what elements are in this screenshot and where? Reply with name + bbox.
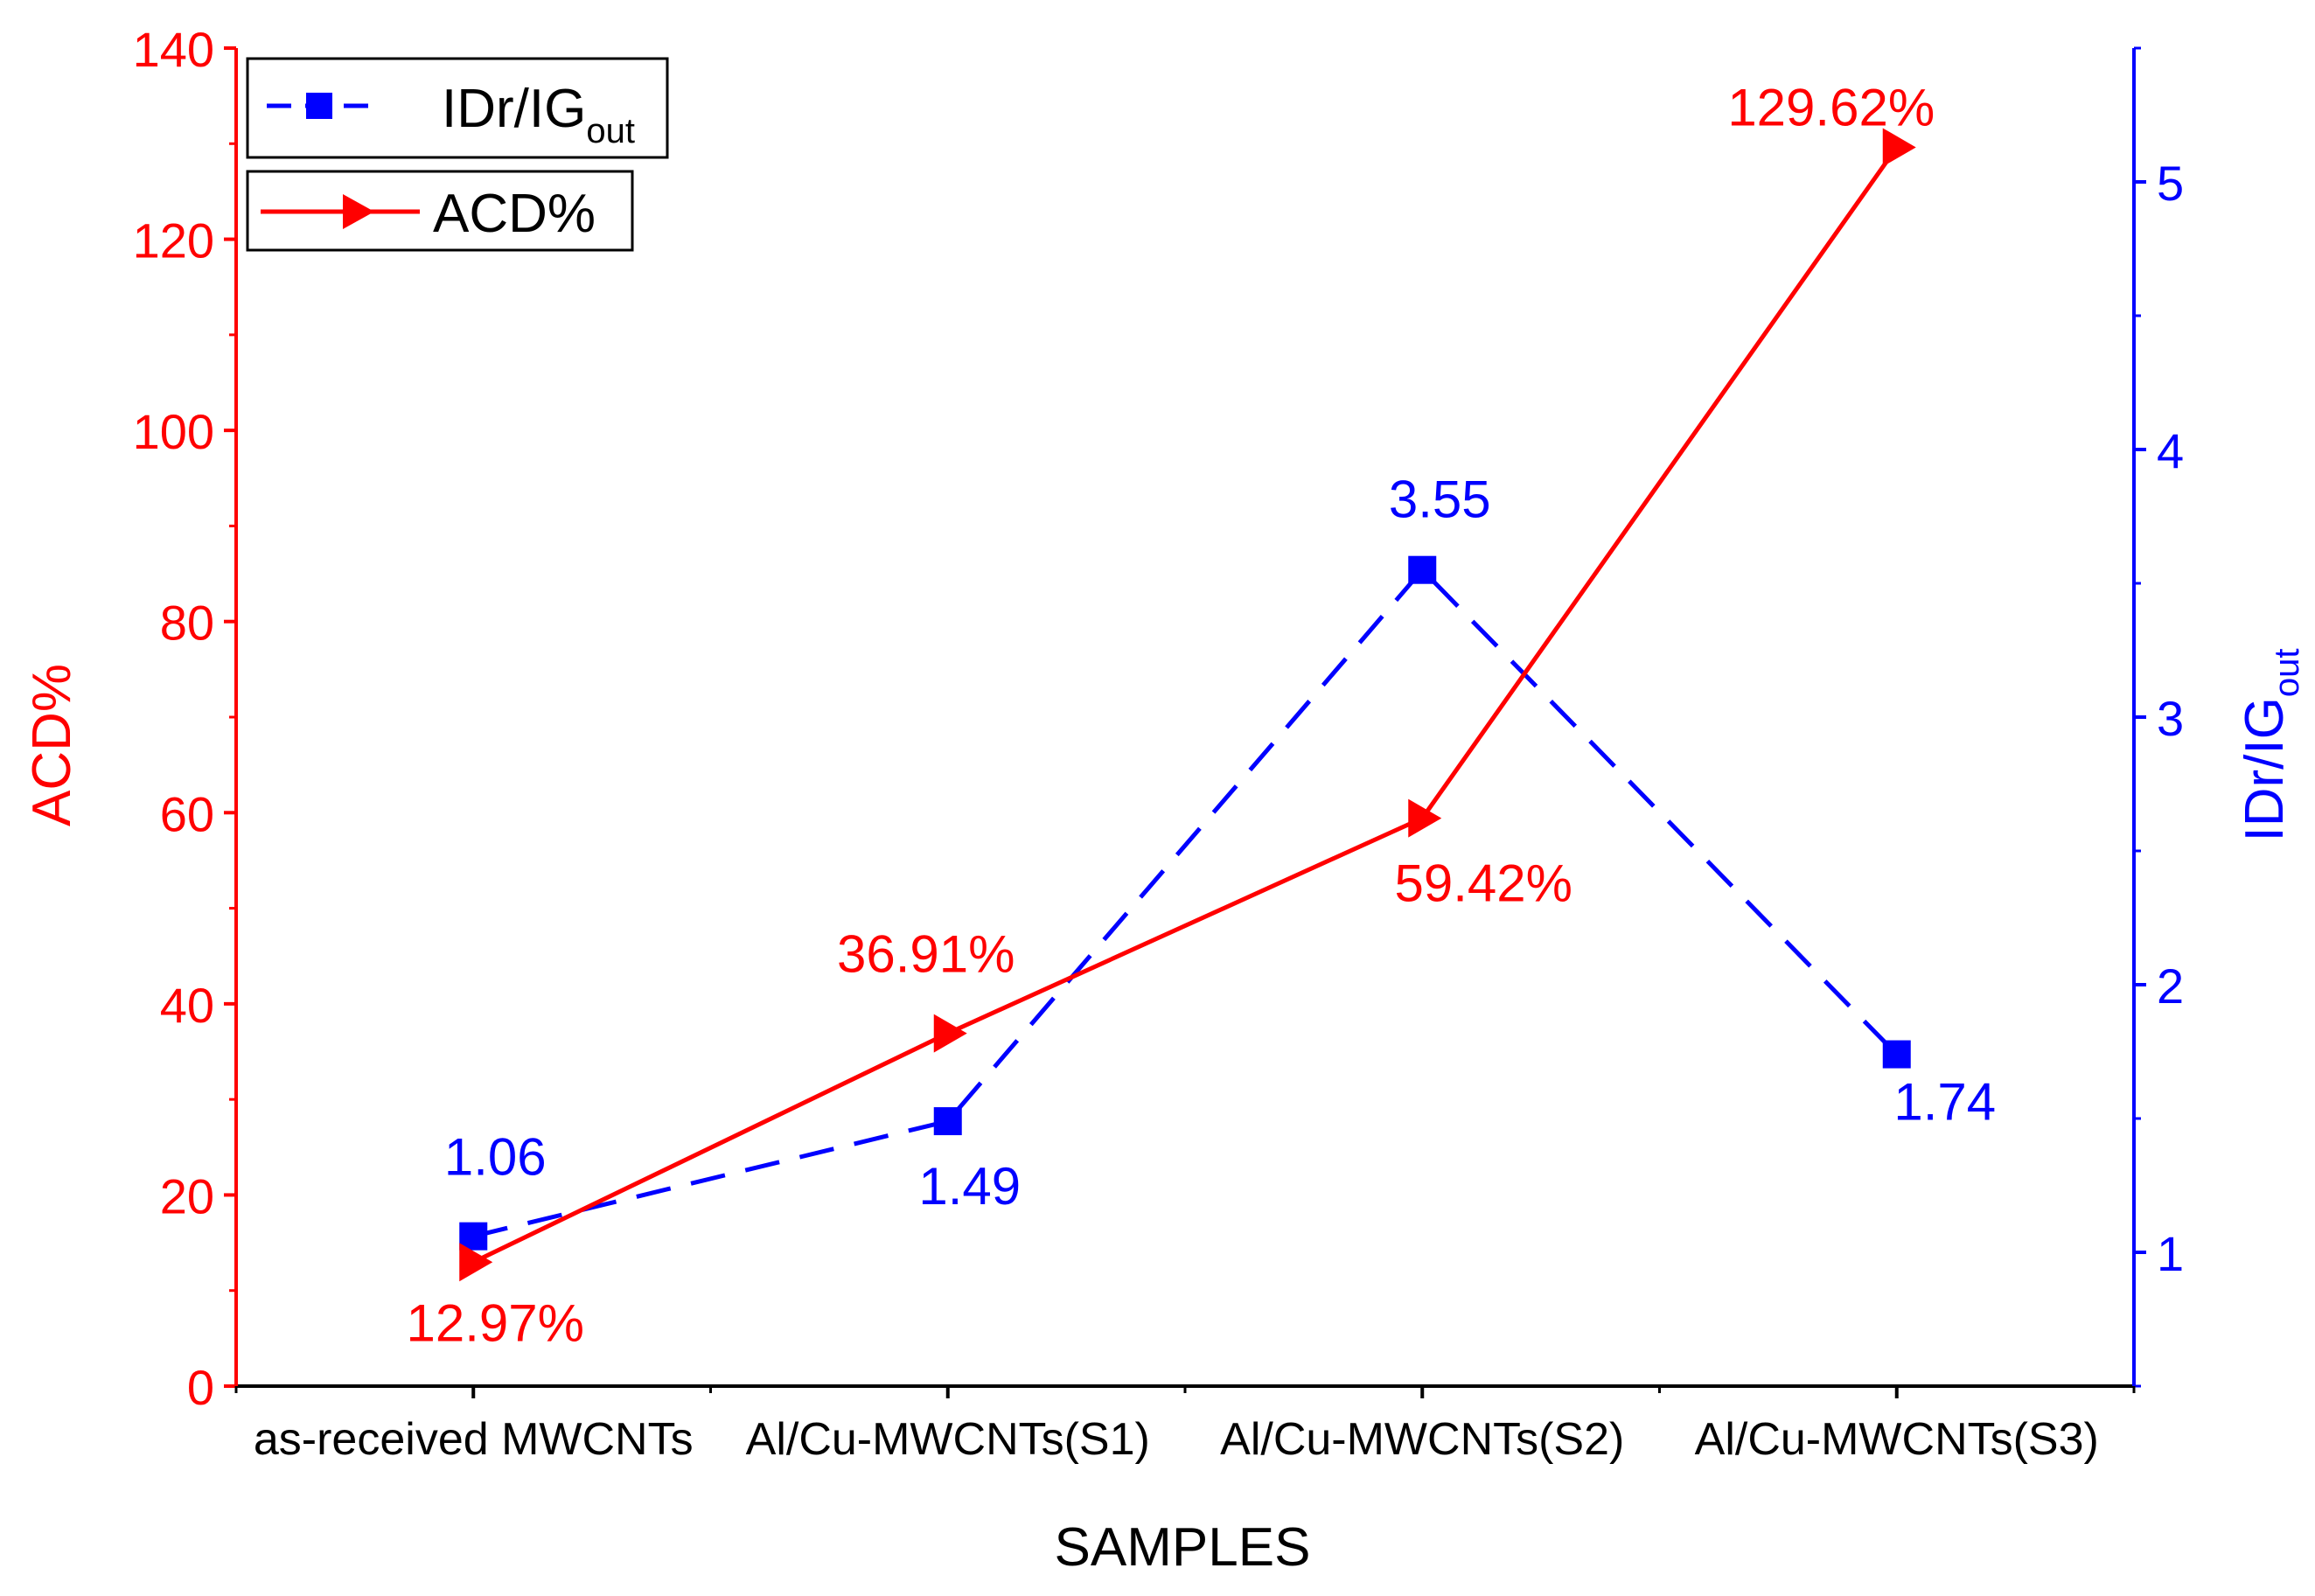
legend-acd-marker [343,194,374,229]
series-line-idr [472,568,1899,1239]
legend: IDr/IGout ACD% [246,57,669,252]
left-y-tick-label: 0 [187,1360,214,1415]
x-tick-label: Al/Cu-MWCNTs(S2) [1220,1414,1624,1465]
left-y-tick-label: 100 [133,404,214,459]
x-axis-title: SAMPLES [1055,1517,1311,1578]
left-y-axis-title: ACD% [22,664,82,826]
series-layer: 1.06 1.49 3.55 1.74 12.97% 36.91% 59.42% 129.62… [407,78,1997,1352]
acd-data-point [1882,128,1916,167]
right-y-tick-label: 4 [2157,423,2184,478]
idr-data-point [1882,1040,1911,1069]
left-y-tick-label: 140 [133,22,214,77]
acd-data-label: 129.62% [1727,78,1935,136]
idr-data-point [1408,555,1437,584]
right-y-axis-title-main: IDr/IG [2235,697,2295,841]
right-y-tick-label: 2 [2157,958,2184,1014]
legend-acd-label: ACD% [433,184,596,244]
idr-data-label: 1.49 [918,1157,1021,1216]
right-y-tick-label: 3 [2157,691,2184,746]
left-y-tick-label: 120 [133,213,214,268]
legend-idr-marker [306,93,332,119]
legend-idr-label-main: IDr/IG [442,79,586,139]
acd-data-label: 36.91% [837,925,1015,984]
right-y-axis-title-sub: out [2268,649,2306,698]
tick-group: 0 20 40 60 80 100 120 140 1 2 3 4 5 as-received MWCNT… [133,22,2185,1465]
left-y-tick-label: 40 [160,978,214,1033]
x-tick-label: as-received MWCNTs [254,1414,694,1465]
x-tick-label: Al/Cu-MWCNTs(S1) [746,1414,1150,1465]
idr-data-point [459,1222,488,1251]
idr-data-label: 1.06 [444,1128,547,1187]
right-y-tick-label: 5 [2157,156,2184,211]
acd-data-point [1408,798,1442,838]
legend-idr-label: IDr/IGout [442,79,635,150]
series-line-acd [472,145,1899,1265]
acd-data-point [459,1243,493,1282]
acd-data-label: 59.42% [1395,854,1573,913]
right-y-axis-title: IDr/IGout [2235,649,2306,842]
left-y-tick-label: 80 [160,596,214,651]
left-y-tick-label: 20 [160,1168,214,1223]
right-y-tick-label: 1 [2157,1226,2184,1281]
legend-idr-label-sub: out [586,112,635,150]
left-y-tick-label: 60 [160,786,214,841]
idr-data-label: 1.74 [1893,1073,1996,1132]
idr-data-point [933,1107,962,1136]
acd-data-point [933,1014,967,1053]
idr-data-label: 3.55 [1389,470,1491,529]
acd-data-label: 12.97% [407,1293,585,1352]
x-tick-label: Al/Cu-MWCNTs(S3) [1695,1414,2099,1465]
